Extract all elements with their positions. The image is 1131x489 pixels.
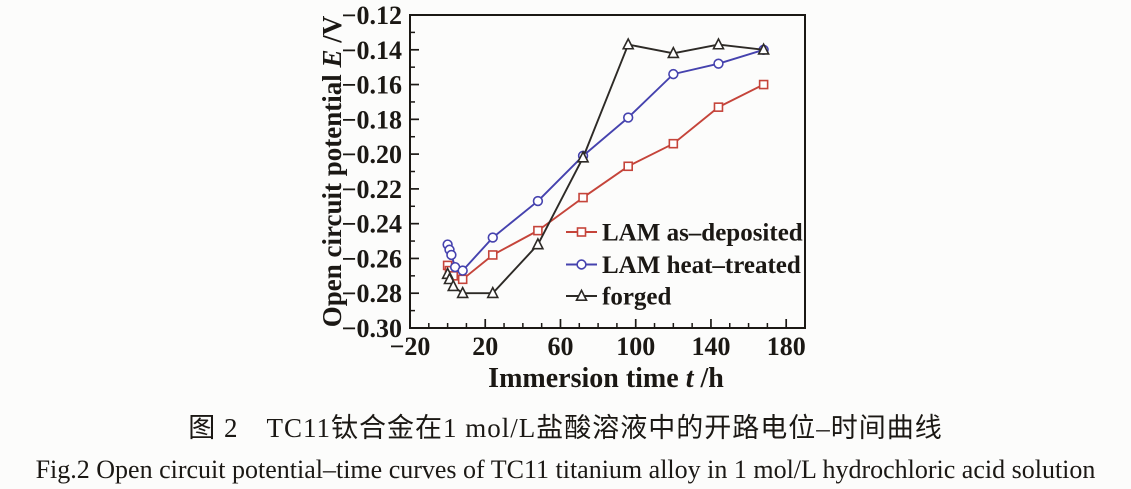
legend-swatch-marker [576,227,587,237]
series-marker [446,249,457,261]
x-tick-label: 20 [472,332,498,361]
series-marker [668,138,679,149]
y-tick-label: −0.28 [342,279,402,308]
x-axis-ticks: −20 20 60 100 140 180 [390,319,806,361]
series-lam-heat-treated [442,44,769,276]
legend: LAM as–deposited LAM heat–treated forged [566,220,803,311]
series-marker [457,274,468,285]
series-marker [758,79,769,90]
series-marker [456,285,469,299]
series-line [446,83,765,281]
y-tick-label: −0.24 [342,210,402,239]
series-marker [622,112,634,123]
series-marker [667,45,680,59]
series-marker [487,232,498,243]
y-tick-label: −0.26 [342,244,402,273]
series-marker [487,250,498,260]
x-tick-label: 140 [691,332,730,361]
series-marker [578,192,588,203]
y-axis-ticks: −0.12 −0.14 −0.16 −0.18 −0.20 −0.22 −0.24 −0.26… [342,1,419,343]
legend-label: LAM heat–treated [602,252,801,279]
y-tick-label: −0.18 [342,105,402,134]
plot-frame [409,14,806,329]
x-tick-label: −20 [390,332,431,361]
series-marker [668,68,679,80]
caption-chinese: 图 2 TC11钛合金在1 mol/L盐酸溶液中的开路电位–时间曲线 [188,413,943,443]
x-tick-label: 180 [767,332,806,361]
series-marker [533,225,543,236]
y-tick-label: −0.12 [342,1,402,30]
legend-swatch-marker [575,288,588,301]
legend-item: LAM as–deposited [566,220,803,247]
x-tick-label: 60 [547,332,573,361]
y-tick-label: −0.20 [342,140,402,169]
series-marker [621,37,635,50]
y-axis-title: Open circuit potential E /V [317,15,347,327]
legend-swatch-marker [576,259,587,270]
y-tick-label: −0.30 [342,314,402,343]
series-marker [486,285,500,299]
legend-item: forged [566,284,672,311]
y-tick-label: −0.14 [342,36,402,65]
series-marker [532,195,544,207]
series-marker [576,150,590,163]
x-tick-label: 100 [616,332,655,361]
legend-label: LAM as–deposited [602,220,803,247]
series-marker [457,265,468,276]
series-marker [713,102,724,112]
caption-english: Fig.2 Open circuit potential–time curves… [35,455,1096,484]
series-marker [531,237,545,250]
series-marker [623,161,633,172]
series-marker [713,58,724,69]
chart-canvas: −20 20 60 100 140 180 −0.12 −0.14 −0.16 −0.18 −0.2… [317,1,806,394]
plot-area: −20 20 60 100 140 180 −0.12 −0.14 −0.16 −0.18 −0.2… [342,1,806,361]
series-marker [443,271,456,285]
series-marker [446,278,460,292]
series-marker [757,42,770,55]
y-tick-label: −0.16 [342,71,402,100]
x-axis-title: Immersion time t /h [488,363,724,394]
series-marker [712,37,725,50]
legend-item: LAM heat–treated [566,252,801,279]
legend-label: forged [602,284,672,311]
y-tick-label: −0.22 [342,175,402,204]
series-forged [441,37,770,299]
